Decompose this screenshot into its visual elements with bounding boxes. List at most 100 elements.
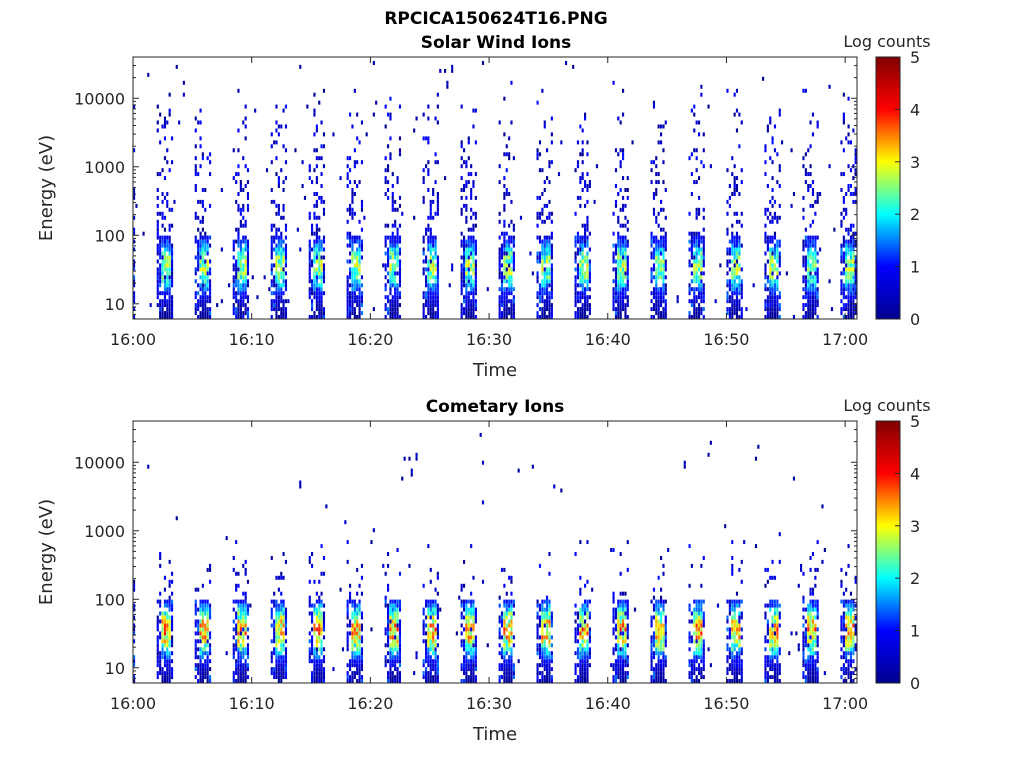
heatmap-cell: [728, 203, 731, 208]
heatmap-cell: [662, 279, 665, 284]
heatmap-cell: [584, 611, 587, 616]
heatmap-cell: [802, 307, 805, 312]
heatmap-cell: [470, 235, 473, 240]
heatmap-cell: [320, 647, 323, 652]
heatmap-cell: [273, 291, 276, 296]
heatmap-cell: [204, 267, 207, 272]
heatmap-cell: [201, 279, 204, 284]
heatmap-cell: [766, 207, 769, 212]
heatmap-cell: [429, 615, 432, 620]
heatmap-cell: [197, 619, 200, 624]
heatmap-cell: [500, 263, 504, 268]
heatmap-cell: [460, 599, 463, 604]
heatmap-cell: [467, 635, 470, 640]
heatmap-cell: [320, 120, 323, 125]
heatmap-cell: [239, 267, 242, 272]
heatmap-cell: [275, 607, 278, 612]
heatmap-cell: [467, 675, 470, 680]
heatmap-cell: [168, 603, 171, 608]
heatmap-cell: [503, 599, 506, 604]
heatmap-cell: [498, 619, 501, 624]
heatmap-cell: [353, 307, 356, 312]
heatmap-cell: [436, 679, 439, 683]
heatmap-cell: [320, 311, 323, 316]
heatmap-cell: [505, 247, 508, 252]
heatmap-cell: [387, 671, 390, 676]
heatmap-cell: [764, 275, 767, 280]
heatmap-cell: [586, 219, 589, 224]
heatmap-cell: [508, 263, 511, 268]
heatmap-cell: [432, 307, 435, 312]
heatmap-cell: [346, 275, 349, 280]
heatmap-cell: [849, 283, 853, 288]
x-axis-label: Time: [472, 360, 517, 381]
heatmap-cell: [745, 307, 748, 312]
heatmap-cell: [626, 176, 629, 181]
solar-wind-panel: Solar Wind Ions 16:00 16:10 16:20 16:30 16:4…: [36, 32, 931, 381]
heatmap-cell: [847, 271, 850, 276]
heatmap-cell: [275, 639, 278, 644]
heatmap-cell: [804, 88, 807, 93]
x-tick-label: 16:10: [229, 330, 275, 349]
heatmap-cell: [619, 239, 622, 244]
heatmap-cell: [204, 663, 207, 668]
heatmap-cell: [270, 255, 273, 260]
heatmap-cell: [543, 599, 546, 604]
heatmap-cell: [315, 663, 318, 668]
heatmap-cell: [463, 263, 466, 268]
heatmap-cell: [764, 303, 767, 308]
heatmap-cell: [270, 667, 273, 672]
heatmap-cell: [842, 315, 845, 319]
heatmap-cell: [320, 627, 323, 632]
heatmap-cell: [237, 251, 240, 256]
heatmap-cell: [318, 255, 321, 260]
heatmap-cell: [166, 279, 169, 284]
heatmap-cell: [427, 663, 430, 668]
heatmap-cell: [270, 223, 273, 228]
heatmap-cell: [313, 255, 316, 260]
heatmap-cell: [429, 579, 432, 584]
heatmap-cell: [655, 239, 658, 244]
heatmap-cell: [313, 231, 316, 236]
heatmap-cell: [664, 307, 667, 312]
heatmap-cell: [660, 275, 663, 280]
heatmap-cell: [503, 251, 506, 256]
heatmap-cell: [735, 267, 739, 272]
heatmap-cell: [579, 615, 582, 620]
heatmap-cell: [802, 195, 805, 200]
heatmap-cell: [579, 623, 582, 628]
heatmap-cell: [695, 259, 698, 264]
heatmap-cell: [201, 203, 204, 208]
heatmap-cell: [465, 607, 468, 612]
heatmap-cell: [282, 255, 285, 260]
heatmap-cell: [614, 267, 618, 272]
heatmap-cell: [541, 88, 544, 93]
heatmap-cell: [802, 259, 805, 264]
heatmap-cell: [702, 251, 705, 256]
heatmap-cell: [436, 207, 439, 212]
heatmap-cell: [277, 207, 280, 212]
heatmap-cell: [733, 271, 736, 276]
heatmap-cell: [147, 464, 150, 469]
heatmap-cell: [612, 663, 615, 668]
heatmap-cell: [318, 639, 321, 644]
heatmap-cell: [156, 172, 159, 177]
heatmap-cell: [163, 679, 167, 683]
heatmap-cell: [512, 227, 515, 232]
heatmap-cell: [163, 263, 167, 268]
heatmap-cell: [206, 675, 209, 680]
heatmap-cell: [280, 671, 283, 676]
heatmap-cell: [432, 267, 435, 272]
heatmap-cell: [498, 643, 501, 648]
heatmap-cell: [244, 307, 247, 312]
heatmap-cell: [244, 223, 247, 228]
heatmap-cell: [277, 307, 280, 312]
heatmap-cell: [503, 311, 506, 316]
heatmap-cell: [161, 291, 164, 296]
heatmap-cell: [548, 311, 551, 316]
heatmap-cell: [311, 263, 314, 268]
heatmap-cell: [802, 263, 805, 268]
heatmap-cell: [156, 287, 159, 292]
heatmap-cell: [472, 603, 475, 608]
heatmap-cell: [427, 299, 430, 304]
